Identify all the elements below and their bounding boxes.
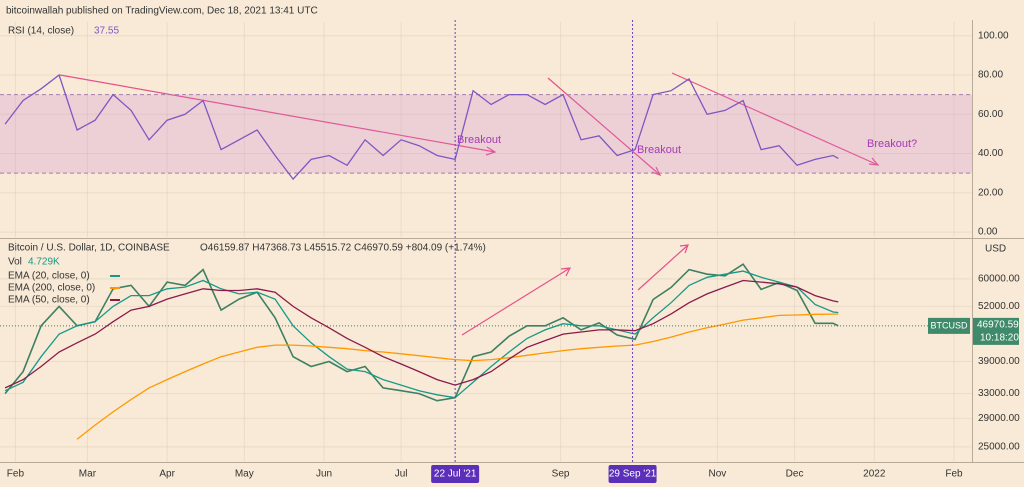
annotation: Breakout	[457, 134, 501, 146]
trend-line	[461, 267, 571, 336]
arrow-head	[560, 267, 572, 277]
price-title: Bitcoin / U.S. Dollar, 1D, COINBASE	[8, 243, 170, 254]
legend-entry: EMA (200, close, 0)	[8, 283, 95, 294]
volume-value: 4.729K	[28, 257, 60, 268]
ohlc: O46159.87 H47368.73 L45515.72 C46970.59 …	[200, 243, 486, 254]
price-box	[973, 317, 1019, 345]
x-tick-label: Dec	[786, 469, 804, 480]
y-tick-label: 39000.00	[978, 356, 1020, 367]
trend-line	[59, 74, 496, 153]
arrow-head	[485, 146, 497, 156]
legend-swatch	[110, 287, 120, 289]
annotation: Breakout	[637, 144, 681, 156]
legend-swatch	[110, 275, 120, 277]
price-tag	[928, 317, 970, 334]
legend-entry: EMA (50, close, 0)	[8, 295, 90, 306]
header: bitcoinwallah published on TradingView.c…	[6, 6, 318, 17]
series-line	[4, 270, 839, 399]
x-tick-label: Sep	[552, 469, 570, 480]
series-line	[4, 263, 839, 402]
marker-label: 22 Jul '21	[434, 469, 477, 480]
x-tick-label: Nov	[709, 469, 727, 480]
y-tick-label: 52000.00	[978, 301, 1020, 312]
trend-line	[637, 244, 689, 291]
countdown: 10:18:20	[980, 333, 1019, 344]
rsi-band	[0, 94, 972, 174]
legend-swatch	[110, 299, 120, 301]
currency: USD	[985, 244, 1006, 255]
x-tick-label: May	[235, 469, 254, 480]
x-tick-label: Jul	[395, 469, 408, 480]
series-line	[4, 73, 839, 181]
y-tick-label: 20.00	[978, 187, 1003, 198]
volume-label: Vol	[8, 257, 22, 268]
x-tick-label: Apr	[159, 469, 175, 480]
x-tick-label: Jun	[316, 469, 332, 480]
y-tick-label: 33000.00	[978, 388, 1020, 399]
y-tick-label: 100.00	[978, 30, 1009, 41]
trend-line	[547, 77, 661, 176]
trend-lines	[59, 72, 880, 336]
y-tick-label: 80.00	[978, 70, 1003, 81]
series-line	[4, 279, 839, 389]
y-tick-label: 40.00	[978, 148, 1003, 159]
x-tick-label: Feb	[7, 469, 25, 480]
arrow-head	[868, 157, 880, 166]
rsi-value: 37.55	[94, 26, 119, 37]
marker-box	[608, 465, 657, 483]
arrow-head	[679, 244, 689, 254]
price-label: 46970.59	[977, 320, 1019, 331]
marker-box	[431, 465, 480, 483]
y-tick-label: 60000.00	[978, 274, 1020, 285]
annotation: Breakout?	[867, 138, 917, 150]
y-tick-label: 25000.00	[978, 441, 1020, 452]
marker-label: 29 Sep '21	[609, 469, 657, 480]
series-line	[76, 313, 839, 440]
rsi-title: RSI (14, close)	[8, 26, 74, 37]
x-tick-label: Mar	[79, 469, 97, 480]
symbol-tag: BTCUSD	[930, 320, 968, 330]
y-tick-label: 60.00	[978, 109, 1003, 120]
trend-line	[671, 72, 879, 166]
x-tick-label: 2022	[863, 469, 886, 480]
legend-entry: EMA (20, close, 0)	[8, 271, 90, 282]
x-tick-label: Feb	[945, 469, 963, 480]
y-tick-label: 29000.00	[978, 413, 1020, 424]
y-tick-label: 0.00	[978, 227, 998, 238]
